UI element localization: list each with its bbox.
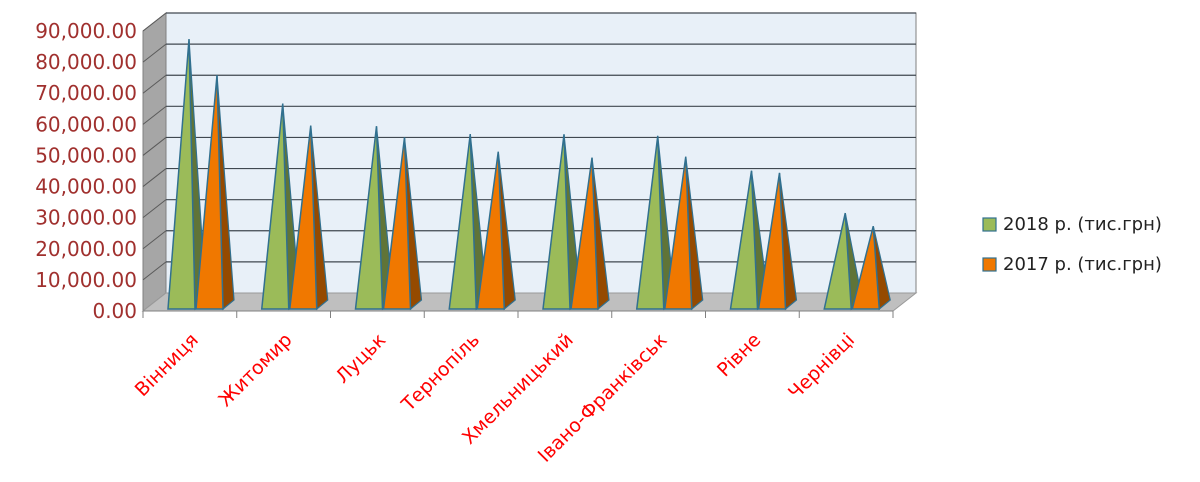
pyramid-bar <box>167 39 196 310</box>
gridline-side <box>142 43 167 63</box>
y-tick-label: 70,000.00 <box>35 81 137 105</box>
pyramid-bar <box>729 170 759 310</box>
y-tick-label: 90,000.00 <box>35 19 137 43</box>
pyramid-bar <box>823 212 853 310</box>
y-tick-label: 20,000.00 <box>35 237 137 261</box>
pyramid-bar <box>260 103 290 310</box>
gridline-side <box>142 168 167 187</box>
pyramid-bar <box>757 172 787 310</box>
pyramid-bar <box>851 225 881 310</box>
gridline-side <box>142 199 167 219</box>
gridline-side <box>142 230 167 250</box>
legend-swatch <box>982 257 997 272</box>
pyramid-bar <box>382 137 412 310</box>
x-tick-label: Рівне <box>713 329 765 381</box>
pyramid-bar <box>542 134 571 310</box>
y-tick-label: 60,000.00 <box>35 112 137 136</box>
gridline-side <box>142 12 167 32</box>
x-tick-label: Чернівці <box>784 329 859 404</box>
gridline-side <box>142 105 167 125</box>
x-axis: Вінниця Житомир Луцьк ТернопільХмельницький… <box>131 310 894 467</box>
y-tick-label: 80,000.00 <box>35 50 137 74</box>
legend-swatch <box>982 217 997 232</box>
y-tick-label: 10,000.00 <box>35 268 137 292</box>
x-tick-label: Житомир <box>214 329 296 411</box>
legend-label: 2017 р. (тис.грн) <box>1003 254 1162 275</box>
gridline-side <box>142 74 167 94</box>
y-axis: 0.00 10,000.00 20,000.00 30,000.00 40,000.00… <box>35 19 137 323</box>
x-tick-label: Тернопіль <box>397 329 484 416</box>
pyramid-bar <box>288 125 318 310</box>
pyramid-bar <box>476 151 506 310</box>
gridline-side <box>142 261 167 281</box>
legend-label: 2018 р. (тис.грн) <box>1003 214 1162 235</box>
side-wall <box>142 11 167 313</box>
y-tick-label: 0.00 <box>92 299 137 323</box>
y-tick-label: 40,000.00 <box>35 175 137 199</box>
y-tick-label: 30,000.00 <box>35 206 137 230</box>
pyramid-bar <box>570 157 599 310</box>
bars <box>167 39 891 311</box>
chart-walls <box>141 11 918 313</box>
y-tick-label: 50,000.00 <box>35 143 137 167</box>
pyramid-bar <box>195 75 224 310</box>
pyramid-bar <box>635 135 665 310</box>
legend: 2018 р. (тис.грн) 2017 р. (тис.грн) <box>982 214 1162 275</box>
x-tick-label: Вінниця <box>131 329 203 401</box>
floor <box>141 292 918 312</box>
x-tick-label: Луцьк <box>331 329 390 388</box>
pyramid-bar <box>448 133 478 310</box>
pyramid-bar <box>354 126 384 310</box>
gridline-side <box>142 137 167 156</box>
pyramid-bar <box>663 156 693 310</box>
